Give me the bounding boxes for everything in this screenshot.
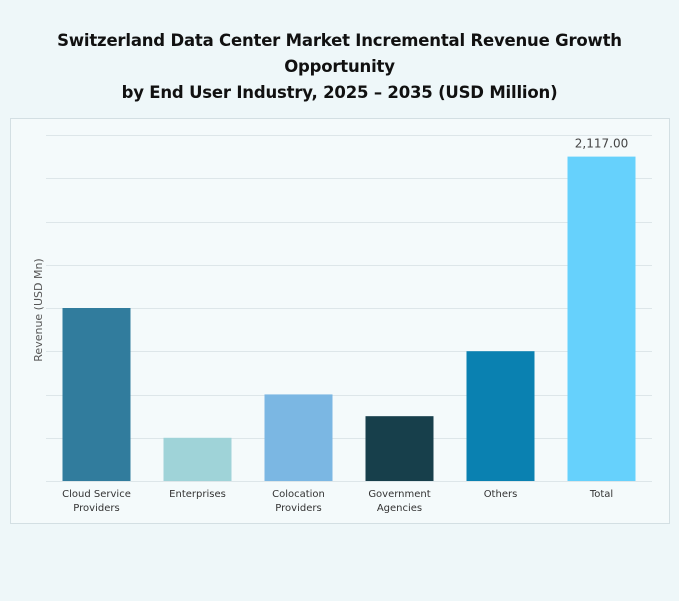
- bar: [466, 351, 535, 481]
- x-tick-label: Total: [589, 489, 614, 500]
- y-axis-label: Revenue (USD Mn): [32, 258, 45, 361]
- value-label: 2,117.00: [575, 137, 628, 151]
- bar: [567, 156, 636, 482]
- bar: [365, 416, 434, 481]
- bar: [62, 308, 131, 481]
- x-tick-label: Colocation Providers: [272, 489, 325, 514]
- x-tick-label: Enterprises: [169, 489, 226, 500]
- chart-title: Switzerland Data Center Market Increment…: [57, 31, 622, 102]
- x-tick-label: Others: [483, 489, 518, 500]
- x-tick-label: Government Agencies: [368, 489, 431, 514]
- bar: [163, 437, 232, 481]
- bar: [264, 394, 333, 481]
- x-tick-label: Cloud Service Providers: [62, 489, 131, 514]
